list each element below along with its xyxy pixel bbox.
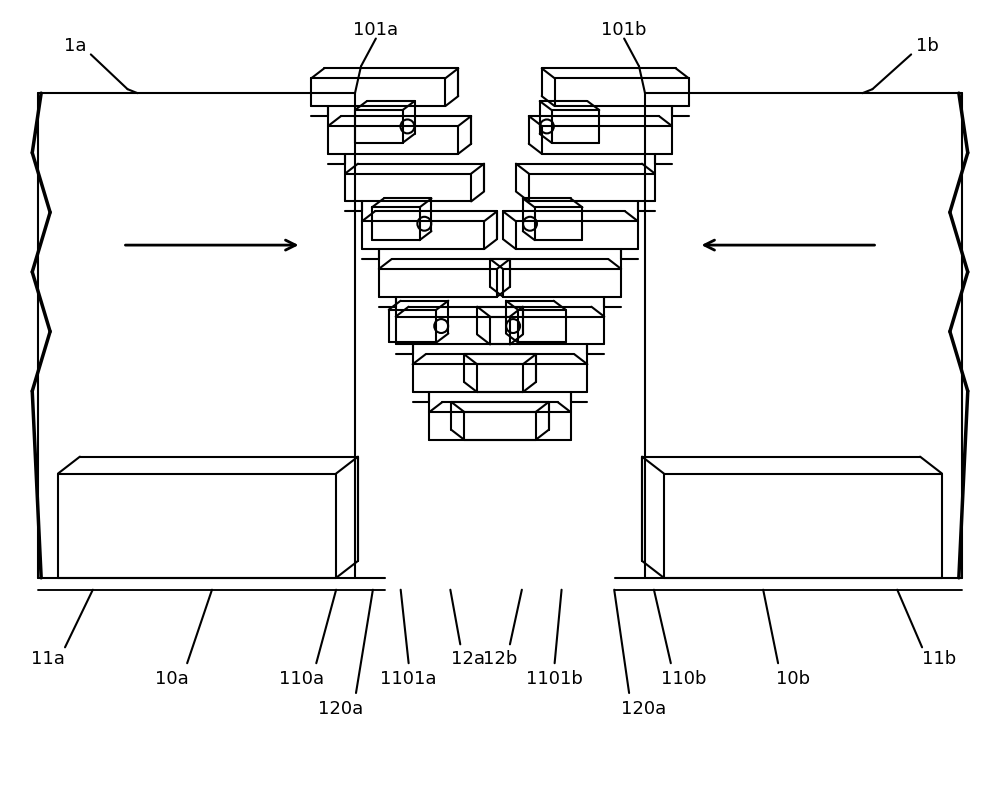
Text: 110a: 110a <box>279 670 324 688</box>
Text: 11b: 11b <box>922 650 956 668</box>
Text: 12b: 12b <box>483 650 517 668</box>
Text: 1101b: 1101b <box>526 670 583 688</box>
Text: 10a: 10a <box>155 670 189 688</box>
Text: 1101a: 1101a <box>380 670 437 688</box>
Text: 101b: 101b <box>601 20 647 39</box>
Text: 120a: 120a <box>621 700 667 718</box>
Text: 101a: 101a <box>353 20 398 39</box>
Text: 10b: 10b <box>776 670 810 688</box>
Text: 11a: 11a <box>31 650 65 668</box>
Text: 1b: 1b <box>916 37 938 56</box>
Text: 1a: 1a <box>64 37 86 56</box>
Text: 120a: 120a <box>318 700 364 718</box>
Text: 12a: 12a <box>451 650 485 668</box>
Text: 110b: 110b <box>661 670 706 688</box>
